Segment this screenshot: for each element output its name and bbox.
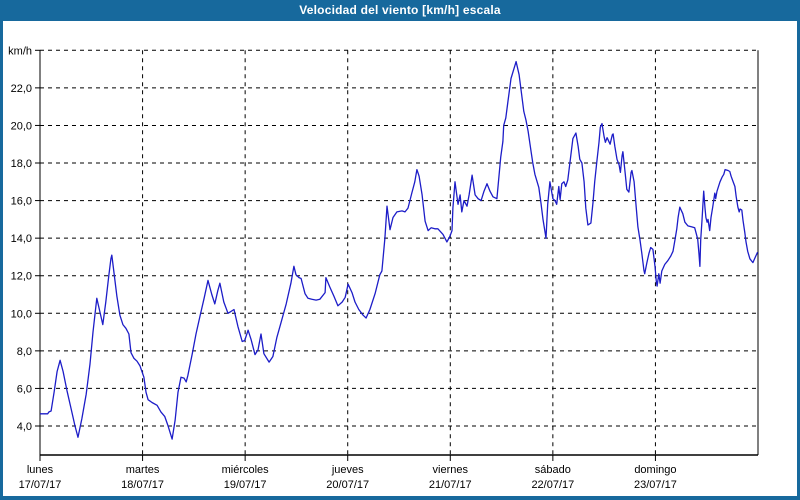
y-tick-label: 16,0 [11,196,32,208]
y-tick-label: 4,0 [17,421,32,433]
y-tick-label: 20,0 [11,120,32,132]
day-name-label: lunes [27,464,54,476]
y-tick-label: 14,0 [11,233,32,245]
y-tick-label: 12,0 [11,271,32,283]
day-date-label: 18/07/17 [121,479,164,491]
day-date-label: 17/07/17 [19,479,62,491]
y-tick-label: 10,0 [11,308,32,320]
y-tick-label: 6,0 [17,383,32,395]
day-name-label: domingo [634,464,676,476]
day-date-label: 20/07/17 [326,479,369,491]
day-name-label: miércoles [222,464,270,476]
day-name-label: viernes [433,464,469,476]
day-name-label: jueves [331,464,364,476]
chart-title: Velocidad del viento [km/h] escala [299,3,501,17]
day-date-label: 19/07/17 [224,479,267,491]
day-name-label: sábado [535,464,571,476]
day-date-label: 22/07/17 [531,479,574,491]
y-tick-label: 22,0 [11,83,32,95]
y-tick-label: 18,0 [11,158,32,170]
y-tick-label: km/h [8,45,32,57]
y-tick-label: 8,0 [17,346,32,358]
day-name-label: martes [126,464,160,476]
chart-title-bar: Velocidad del viento [km/h] escala [3,0,797,21]
wind-speed-line [40,60,759,440]
day-date-label: 21/07/17 [429,479,472,491]
day-date-label: 23/07/17 [634,479,677,491]
